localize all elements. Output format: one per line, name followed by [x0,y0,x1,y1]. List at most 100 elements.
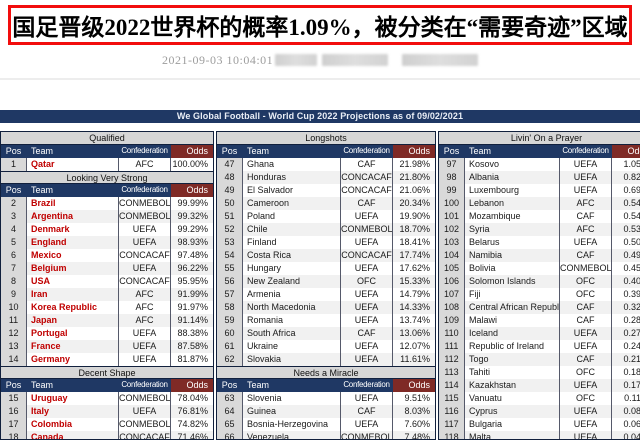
odds-cell: 7.60% [404,419,430,429]
odds-cell: 0.39% [623,289,640,299]
table-row: 55 Hungary UEFA 17.62% [217,262,435,275]
confederation-cell: CAF [560,353,612,366]
table-row: 50 Cameroon CAF 20.34% [217,197,435,210]
odds-cell: 96.22% [171,262,213,275]
confederation-cell: AFC [119,314,171,327]
table-row: 65 Bosnia-Herzegovina UEFA 7.60% [217,418,435,431]
confederation-header-cell: Confederation [119,379,171,392]
pos-cell: 118 [439,431,465,439]
confederation-cell: OFC [560,275,612,288]
table-row: 3 Argentina CONMEBOL 99.32% [1,210,213,223]
table-row: 57 Armenia UEFA 14.79% [217,288,435,301]
pos-cell: 115 [439,392,465,405]
pos-cell: 101 [439,210,465,223]
table-row: 49 El Salvador CONCACAF 21.06% [217,184,435,197]
odds-cell: 98.93% [171,236,213,249]
section-title: Livin' On a Prayer [439,132,640,145]
pos-cell: 64 [217,405,243,418]
odds-cell: 14.33% [393,301,435,314]
pos-cell: 59 [217,314,243,327]
odds-cell: 0.54% [623,211,640,221]
pos-cell: 111 [439,340,465,353]
pos-cell: 56 [217,275,243,288]
odds-cell: 0.24% [623,341,640,351]
team-cell: Portugal [27,327,119,340]
odds-cell: 21.06% [399,185,430,195]
odds-cell: 0.54% [612,197,640,210]
table-row: 12 Portugal UEFA 88.38% [1,327,213,340]
team-cell: Ghana [243,158,341,171]
table-row: 16 Italy UEFA 76.81% [1,405,213,418]
section-title: Looking Very Strong [1,171,213,184]
table-row: 10 Korea Republic AFC 91.97% [1,301,213,314]
team-cell: Republic of Ireland [465,340,560,353]
team-cell: Iceland [465,327,560,340]
team-cell: Bulgaria [465,418,560,431]
team-cell: Namibia [465,249,560,262]
confederation-cell: CAF [341,197,393,210]
table-banner: We Global Football - World Cup 2022 Proj… [0,110,640,123]
table-row: 9 Iran AFC 91.99% [1,288,213,301]
confederation-cell: UEFA [119,327,171,340]
team-cell: Togo [465,353,560,366]
team-cell: Belgium [27,262,119,275]
odds-cell: 18.41% [399,237,430,247]
pos-cell: 48 [217,171,243,184]
team-cell: Cyprus [465,405,560,418]
confederation-cell: UEFA [119,236,171,249]
pos-cell: 53 [217,236,243,249]
team-header-cell: Team [243,379,341,392]
team-cell: Argentina [27,210,119,223]
team-cell: Korea Republic [27,301,119,314]
team-cell: Cameroon [243,197,341,210]
team-cell: Mozambique [465,210,560,223]
confederation-cell: CAF [560,210,612,223]
confederation-cell: OFC [560,392,612,405]
confederation-cell: CAF [560,314,612,327]
section-title: Decent Shape [1,366,213,379]
team-cell: Denmark [27,223,119,236]
pos-cell: 100 [439,197,465,210]
odds-cell: 76.81% [171,405,213,418]
horizontal-divider [0,78,640,80]
team-cell: Vanuatu [465,392,560,405]
confederation-cell: CONCACAF [341,184,393,197]
odds-cell: 0.53% [612,223,640,236]
team-cell: Chile [243,223,341,236]
confederation-cell: CONCACAF [341,171,393,184]
odds-cell: 0.06% [623,419,640,429]
confederation-cell: CAF [560,301,612,314]
team-cell: Romania [243,314,341,327]
confederation-cell: AFC [119,158,171,171]
odds-cell: 99.32% [171,210,213,223]
meta-line: 2021-09-03 10:04:01 [0,52,640,68]
odds-cell: 0.50% [623,237,640,247]
odds-cell: 78.04% [177,393,208,403]
pos-cell: 114 [439,379,465,392]
projections-table: Qualified Pos Team Confederation Odds 1 Qatar A… [0,131,640,440]
confederation-cell: CAF [341,405,393,418]
team-cell: England [27,236,119,249]
confederation-cell: CONMEBOL [341,431,393,439]
pos-cell: 66 [217,431,243,439]
confederation-cell: CONMEBOL [119,418,171,431]
table-row: 54 Costa Rica CONCACAF 17.74% [217,249,435,262]
publish-timestamp: 2021-09-03 10:04:01 [162,53,274,67]
confederation-cell: AFC [560,223,612,236]
redacted-source-block [322,54,388,66]
team-cell: Malawi [465,314,560,327]
table-row: 47 Ghana CAF 21.98% [217,158,435,171]
odds-cell: 74.82% [177,419,208,429]
team-cell: Germany [27,353,119,366]
pos-cell: 105 [439,262,465,275]
